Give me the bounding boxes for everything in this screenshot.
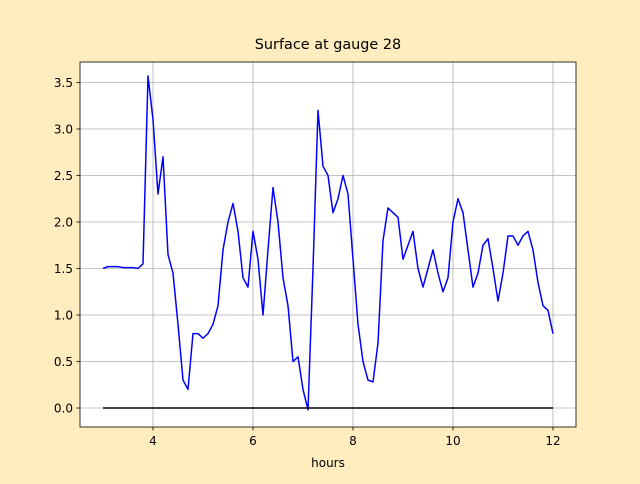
x-tick-label: 10 [445, 434, 460, 448]
y-tick-label: 0.0 [54, 402, 73, 416]
y-tick-label: 1.5 [54, 262, 73, 276]
series-line [102, 75, 554, 411]
plot-area [80, 62, 576, 427]
x-tick-label: 12 [545, 434, 560, 448]
chart-title: Surface at gauge 28 [255, 37, 401, 53]
x-tick-label: 8 [349, 434, 357, 448]
x-axis-label: hours [311, 456, 345, 470]
y-tick-label: 0.5 [54, 355, 73, 369]
y-tick-label: 3.0 [54, 122, 73, 136]
x-tick-label: 4 [149, 434, 157, 448]
y-tick-label: 2.5 [54, 169, 73, 183]
x-tick-label: 6 [249, 434, 257, 448]
y-tick-label: 1.0 [54, 309, 73, 323]
axes-frame [79, 61, 577, 428]
y-tick-label: 3.5 [54, 76, 73, 90]
y-tick-label: 2.0 [54, 215, 73, 229]
